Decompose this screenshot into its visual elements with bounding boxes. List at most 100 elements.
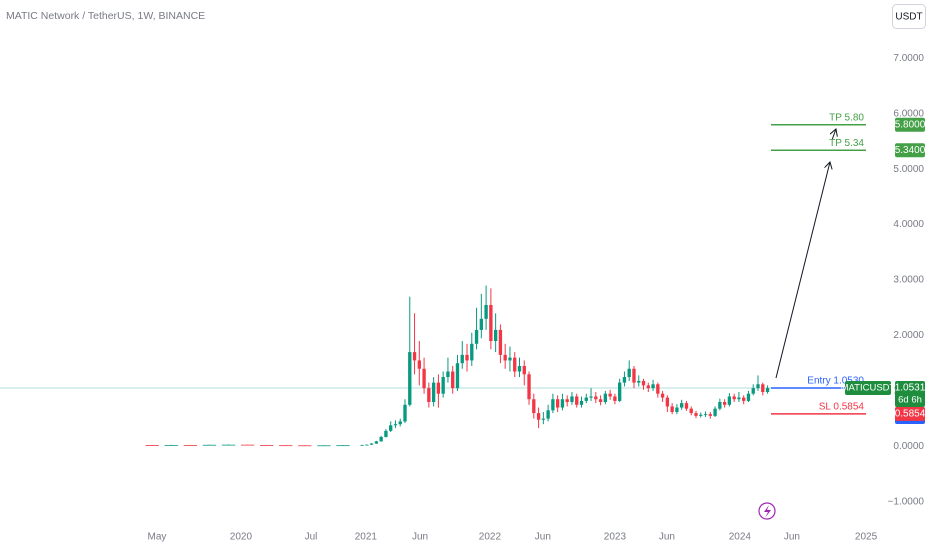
candle-body: [594, 396, 598, 400]
candle-body: [164, 444, 178, 446]
candle-body: [451, 371, 455, 389]
candle-body: [598, 399, 603, 403]
candle-body: [398, 421, 402, 425]
x-tick-label: May: [147, 532, 166, 543]
candle-body: [412, 352, 417, 361]
candle-body: [446, 371, 450, 378]
level-price-label: 5.3400: [895, 145, 926, 156]
candle-body: [641, 380, 646, 386]
candle-body: [384, 430, 388, 437]
candle-body: [565, 399, 569, 403]
candle-body: [360, 444, 364, 446]
y-tick-label: 2.0000: [893, 330, 924, 341]
candle-body: [603, 393, 608, 403]
y-tick-label: 6.0000: [893, 108, 924, 119]
candle-body: [493, 329, 498, 342]
candle-body: [608, 393, 612, 397]
candle-body: [632, 368, 636, 383]
candle-body: [751, 388, 755, 394]
candle-body: [393, 424, 398, 426]
candle-body: [613, 396, 617, 401]
x-tick-label: 2023: [604, 532, 627, 543]
y-tick-label: −1.0000: [888, 496, 925, 507]
candle-body: [746, 393, 751, 401]
candle-body: [389, 425, 393, 431]
candle-body: [465, 354, 469, 361]
x-tick-label: 2020: [230, 532, 253, 543]
level-price-label: 5.8000: [895, 119, 926, 130]
candle-body: [221, 444, 236, 446]
candle-body: [374, 441, 379, 444]
x-tick-label: Jun: [535, 532, 551, 543]
candle-body: [675, 407, 679, 412]
candle-body: [708, 414, 712, 416]
candle-body: [622, 377, 627, 383]
x-tick-label: Jun: [784, 532, 800, 543]
candle-body: [422, 368, 426, 389]
candle-body: [541, 418, 546, 420]
candle-body: [470, 343, 474, 361]
candle-body: [665, 397, 670, 407]
x-tick-label: 2022: [479, 532, 502, 543]
candle-body: [718, 402, 722, 409]
level-price-box: [895, 143, 925, 158]
candle-body: [694, 413, 698, 416]
candle-body: [455, 363, 460, 389]
candle-body: [742, 397, 746, 401]
candle-body: [637, 380, 641, 383]
level-label: TP 5.80: [829, 112, 864, 123]
candle-body: [441, 377, 445, 394]
currency-label[interactable]: USDT: [895, 12, 922, 23]
candle-body: [508, 357, 512, 361]
candle-body: [555, 399, 560, 408]
level-price-box: [895, 406, 925, 421]
candle-body: [498, 329, 503, 355]
candle-body: [489, 304, 493, 342]
candle-body: [756, 384, 760, 389]
level-label: Entry 1.0530: [807, 376, 864, 387]
candle-body: [436, 382, 441, 394]
candle-body: [365, 444, 369, 446]
currency-button[interactable]: [892, 4, 926, 29]
candle-body: [527, 374, 531, 400]
candle-body: [551, 399, 555, 411]
x-tick-label: 2021: [355, 532, 378, 543]
candle-body: [484, 304, 488, 319]
y-tick-label: 4.0000: [893, 219, 924, 230]
candle-body: [532, 399, 536, 414]
x-tick-label: Jun: [659, 532, 675, 543]
candle-body: [617, 382, 622, 401]
candle-body: [765, 387, 770, 393]
candle-body: [522, 365, 526, 375]
symbol-label: MATICUSDT: [841, 382, 896, 393]
candle-body: [259, 445, 274, 446]
last-price-box: [895, 380, 925, 407]
candle-body: [699, 414, 703, 416]
candle-body: [627, 368, 631, 378]
candle-body: [240, 444, 255, 446]
candle-body: [403, 404, 407, 422]
candle-body: [427, 388, 431, 403]
candle-body: [689, 408, 693, 414]
candle-body: [145, 445, 159, 446]
candle-body: [513, 357, 517, 372]
y-tick-label: 0.0000: [893, 441, 924, 452]
candle-body: [670, 406, 674, 412]
candle-body: [560, 399, 565, 408]
candle-body: [536, 413, 541, 420]
candle-body: [737, 397, 741, 400]
x-tick-label: 2024: [729, 532, 752, 543]
candle-body: [517, 365, 522, 372]
candle-body: [575, 396, 579, 405]
candle-body: [479, 318, 483, 330]
candle-body: [460, 354, 464, 364]
candle-body: [732, 396, 736, 400]
candle-body: [656, 384, 660, 394]
x-tick-label: Jul: [305, 532, 318, 543]
candle-body: [408, 352, 412, 405]
candle-body: [703, 414, 708, 416]
candle-body: [646, 385, 650, 389]
y-tick-label: 3.0000: [893, 275, 924, 286]
candle-body: [336, 445, 350, 447]
